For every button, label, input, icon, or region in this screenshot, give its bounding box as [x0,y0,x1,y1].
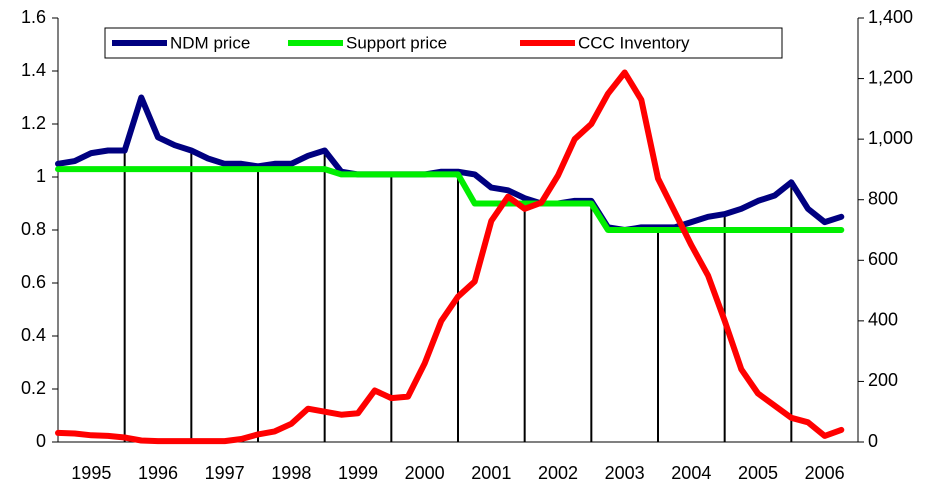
legend-label: CCC Inventory [578,33,690,52]
y-tick-label: 0.8 [21,219,46,239]
series-line [55,166,845,233]
y2-tick-label: 1,000 [868,128,913,148]
legend-box [104,27,783,59]
y-tick-label: 1.4 [21,60,46,80]
x-tick-label: 2005 [738,463,778,483]
y2-tick-label: 400 [868,310,898,330]
x-tick-label: 1995 [71,463,111,483]
x-tick-label: 2000 [405,463,445,483]
legend: NDM price Support price CCC Inventory [104,27,783,59]
y-tick-label: 1.6 [21,7,46,27]
series-line [55,94,845,233]
y2-tick-label: 600 [868,249,898,269]
y-tick-label: 0.4 [21,325,46,345]
x-tick-label: 2006 [805,463,845,483]
y2-tick-label: 200 [868,370,898,390]
y-tick-label: 0.2 [21,378,46,398]
y-tick-label: 1 [36,166,46,186]
legend-label: NDM price [170,33,250,52]
y2-tick-label: 0 [868,431,878,451]
x-tick-label: 1998 [271,463,311,483]
series-line [55,69,845,445]
y-tick-label: 1.2 [21,113,46,133]
y-tick-label: 0.6 [21,272,46,292]
legend-label: Support price [346,33,447,52]
x-tick-label: 1997 [205,463,245,483]
x-tick-label: 2001 [471,463,511,483]
y2-tick-label: 1,400 [868,7,913,27]
x-tick-label: 1996 [138,463,178,483]
y-tick-label: 0 [36,431,46,451]
y2-tick-label: 800 [868,188,898,208]
x-tick-label: 2003 [605,463,645,483]
x-tick-label: 2002 [538,463,578,483]
x-tick-label: 1999 [338,463,378,483]
y2-tick-label: 1,200 [868,67,913,87]
x-tick-label: 2004 [671,463,711,483]
